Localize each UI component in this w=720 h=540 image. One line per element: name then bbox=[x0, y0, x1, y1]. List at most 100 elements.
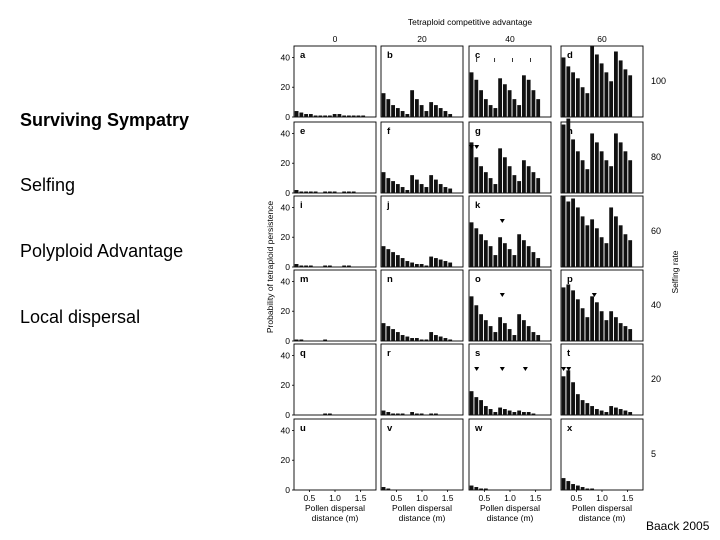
bar-r-2 bbox=[391, 413, 395, 415]
bar-t-11 bbox=[614, 407, 618, 415]
bar-d-2 bbox=[571, 72, 575, 117]
panel-frame-u bbox=[293, 418, 377, 491]
arrow-marker-s-1 bbox=[499, 367, 505, 371]
bullet-local-dispersal: Local dispersal bbox=[20, 307, 141, 327]
selfing-rate-label-5: 5 bbox=[651, 449, 656, 459]
bar-h-12 bbox=[618, 142, 623, 193]
bar-k-10 bbox=[517, 234, 522, 267]
bar-k-12 bbox=[526, 246, 531, 267]
bar-j-3 bbox=[395, 255, 400, 267]
bar-p-0 bbox=[561, 287, 566, 341]
panel-label-r: r bbox=[387, 348, 391, 359]
bar-a-10 bbox=[342, 115, 347, 117]
bar-a-2 bbox=[304, 114, 308, 117]
bar-b-1 bbox=[386, 99, 391, 117]
bar-o-8 bbox=[507, 329, 512, 341]
y-tick-label: 20 bbox=[281, 158, 291, 168]
bar-l-9 bbox=[604, 243, 609, 267]
bar-n-1 bbox=[386, 326, 391, 341]
bar-s-12 bbox=[526, 412, 531, 415]
top-tick-label-20: 20 bbox=[417, 34, 427, 44]
right-axis-title: Selfing rate bbox=[670, 250, 680, 293]
bar-d-14 bbox=[628, 75, 633, 117]
bar-j-8 bbox=[419, 264, 424, 267]
top-tick-label-40: 40 bbox=[505, 34, 515, 44]
y-tick-label: 40 bbox=[281, 276, 291, 286]
arrow-marker-p-0 bbox=[591, 293, 597, 297]
bar-h-2 bbox=[571, 139, 575, 193]
arrow-marker-o-0 bbox=[499, 293, 505, 297]
bar-t-14 bbox=[628, 412, 633, 415]
x-axis-title-line2: distance (m) bbox=[312, 513, 359, 523]
bar-l-14 bbox=[628, 240, 633, 267]
bar-i-0 bbox=[294, 264, 299, 267]
bar-n-14 bbox=[448, 339, 453, 341]
bar-r-8 bbox=[419, 413, 424, 415]
bar-m-1 bbox=[299, 339, 304, 341]
bar-g-9 bbox=[512, 175, 517, 193]
bar-f-3 bbox=[395, 184, 400, 193]
bullet-selfing: Selfing bbox=[20, 175, 76, 195]
bar-a-5 bbox=[318, 115, 323, 117]
bar-b-3 bbox=[395, 108, 400, 117]
bar-r-11 bbox=[434, 413, 438, 415]
bar-o-0 bbox=[469, 296, 474, 341]
bar-f-5 bbox=[405, 190, 410, 193]
bar-a-14 bbox=[361, 115, 366, 117]
panel-label-i: i bbox=[300, 200, 303, 211]
bar-c-9 bbox=[512, 99, 517, 117]
y-tick-label: 20 bbox=[281, 82, 291, 92]
bar-l-10 bbox=[609, 207, 614, 267]
bar-x-0 bbox=[561, 478, 566, 490]
bar-b-9 bbox=[424, 111, 429, 117]
selfing-rate-label-40: 40 bbox=[651, 300, 661, 310]
bar-h-6 bbox=[590, 133, 595, 193]
bar-n-9 bbox=[424, 339, 429, 341]
bar-d-13 bbox=[623, 69, 628, 117]
bar-i-1 bbox=[299, 265, 304, 267]
bar-s-0 bbox=[469, 391, 474, 415]
bar-s-2 bbox=[479, 400, 483, 415]
panel-frame-i bbox=[293, 195, 377, 268]
bar-d-11 bbox=[614, 51, 618, 117]
bar-n-6 bbox=[410, 338, 415, 341]
bar-s-10 bbox=[517, 410, 522, 415]
bar-s-4 bbox=[488, 409, 493, 415]
panel-label-x: x bbox=[567, 423, 573, 434]
y-tick-label: 0 bbox=[285, 410, 290, 420]
panel-frame-x bbox=[560, 418, 644, 491]
bar-h-10 bbox=[609, 166, 614, 193]
bar-n-11 bbox=[434, 335, 438, 341]
bar-c-14 bbox=[536, 99, 541, 117]
bar-x-4 bbox=[580, 487, 585, 490]
bar-q-7 bbox=[327, 413, 332, 415]
bar-t-5 bbox=[585, 403, 590, 415]
bar-g-13 bbox=[531, 172, 536, 193]
citation-credit: Baack 2005 bbox=[646, 519, 710, 533]
bar-c-12 bbox=[526, 79, 531, 117]
bar-p-9 bbox=[604, 320, 609, 341]
bar-g-8 bbox=[507, 166, 512, 193]
bar-m-6 bbox=[323, 339, 328, 341]
bar-g-1 bbox=[474, 157, 479, 193]
panel-label-p: p bbox=[567, 274, 573, 285]
bar-o-11 bbox=[522, 320, 526, 341]
y-tick-label: 40 bbox=[281, 202, 291, 212]
bar-s-9 bbox=[512, 412, 517, 415]
x-axis-title-line1: Pollen dispersal bbox=[392, 503, 452, 513]
bar-j-0 bbox=[381, 246, 386, 267]
x-tick-label: 1.5 bbox=[530, 493, 542, 503]
bar-r-7 bbox=[414, 413, 419, 415]
bar-a-4 bbox=[313, 115, 318, 117]
bar-h-13 bbox=[623, 151, 628, 193]
bar-h-7 bbox=[594, 142, 599, 193]
panel-label-v: v bbox=[387, 423, 393, 434]
bar-g-14 bbox=[536, 178, 541, 193]
x-tick-label: 1.5 bbox=[442, 493, 454, 503]
arrow-marker-k-0 bbox=[499, 219, 505, 223]
panel-label-k: k bbox=[475, 200, 481, 211]
bar-e-8 bbox=[332, 191, 337, 193]
bar-l-4 bbox=[580, 216, 585, 267]
bar-l-0 bbox=[561, 195, 566, 267]
bar-h-5 bbox=[585, 169, 590, 193]
